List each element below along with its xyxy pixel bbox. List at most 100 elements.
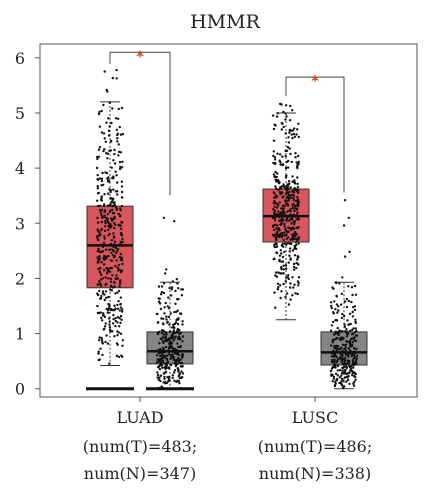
data-point xyxy=(112,204,115,208)
data-point xyxy=(354,321,358,325)
data-point xyxy=(158,302,162,305)
data-point xyxy=(279,214,282,217)
outlier-point xyxy=(284,104,288,107)
data-point xyxy=(272,258,275,261)
data-point xyxy=(296,166,299,170)
data-point xyxy=(100,177,104,180)
data-point xyxy=(102,132,106,135)
data-point xyxy=(163,354,167,358)
data-point xyxy=(172,323,175,326)
data-point xyxy=(116,277,120,280)
data-point xyxy=(117,107,121,111)
data-point xyxy=(120,166,124,169)
data-point xyxy=(291,294,294,297)
data-point xyxy=(106,311,109,314)
data-point xyxy=(287,274,290,277)
data-point xyxy=(116,291,119,294)
data-point xyxy=(283,212,286,215)
data-point xyxy=(173,379,176,382)
data-point xyxy=(173,331,177,335)
data-point xyxy=(341,312,344,316)
data-point xyxy=(274,162,277,165)
data-point xyxy=(112,254,115,257)
data-point xyxy=(156,373,160,377)
data-point xyxy=(281,255,285,259)
data-point xyxy=(110,243,113,247)
data-point xyxy=(284,166,288,170)
data-point xyxy=(354,327,357,330)
data-point xyxy=(336,347,340,350)
data-point xyxy=(119,314,123,318)
data-point xyxy=(169,344,172,347)
data-point xyxy=(278,284,282,287)
data-point xyxy=(117,300,120,303)
data-point xyxy=(166,360,169,363)
data-point xyxy=(293,209,296,213)
data-point xyxy=(293,181,296,184)
data-point xyxy=(97,191,101,195)
data-point xyxy=(285,216,289,219)
data-point xyxy=(116,137,119,140)
data-point xyxy=(167,377,171,381)
data-point xyxy=(120,185,124,188)
data-point xyxy=(101,292,105,295)
data-point xyxy=(292,268,296,271)
data-point xyxy=(333,363,337,366)
data-point xyxy=(276,230,279,234)
data-point xyxy=(330,374,333,377)
x-category-count-tumor: (num(T)=486; xyxy=(258,437,373,456)
data-point xyxy=(353,352,356,355)
data-point xyxy=(273,123,276,126)
data-point xyxy=(285,149,289,152)
data-point xyxy=(296,258,299,261)
outlier-point xyxy=(103,70,106,73)
data-point xyxy=(341,369,344,372)
data-point xyxy=(97,358,100,362)
data-point xyxy=(108,188,111,191)
data-point xyxy=(292,196,295,200)
data-point xyxy=(96,157,99,161)
data-point xyxy=(337,351,340,354)
y-tick-label: 6 xyxy=(15,49,25,68)
data-point xyxy=(100,338,104,342)
data-point xyxy=(106,177,109,180)
data-point xyxy=(117,268,121,271)
data-point xyxy=(284,192,288,196)
data-point xyxy=(282,195,285,198)
data-point xyxy=(100,208,104,212)
data-point xyxy=(296,186,300,189)
data-point xyxy=(120,221,124,224)
data-point xyxy=(181,323,184,326)
data-point xyxy=(353,331,357,334)
data-point xyxy=(120,106,124,110)
outlier-point xyxy=(165,268,168,271)
data-point xyxy=(295,161,298,164)
data-point xyxy=(283,250,286,254)
data-point xyxy=(116,250,119,253)
data-point xyxy=(98,255,101,258)
data-point xyxy=(353,350,356,353)
data-point xyxy=(117,331,120,334)
data-point xyxy=(354,293,358,296)
data-point xyxy=(112,197,115,200)
data-point xyxy=(286,236,290,239)
outlier-point xyxy=(111,76,115,80)
data-point xyxy=(285,160,288,164)
data-point xyxy=(352,305,355,309)
outlier-point xyxy=(291,109,294,112)
data-point xyxy=(114,264,117,268)
data-point xyxy=(178,345,182,349)
y-tick-label: 4 xyxy=(15,159,25,178)
data-point xyxy=(103,137,106,140)
data-point xyxy=(345,365,348,369)
data-point xyxy=(109,308,113,312)
data-point xyxy=(279,161,282,164)
data-point xyxy=(167,296,170,299)
data-point xyxy=(164,331,168,334)
data-point xyxy=(283,225,286,228)
data-point xyxy=(107,267,110,271)
data-point xyxy=(97,204,100,208)
data-point xyxy=(173,369,177,372)
data-point xyxy=(291,249,295,252)
data-point xyxy=(349,322,352,326)
